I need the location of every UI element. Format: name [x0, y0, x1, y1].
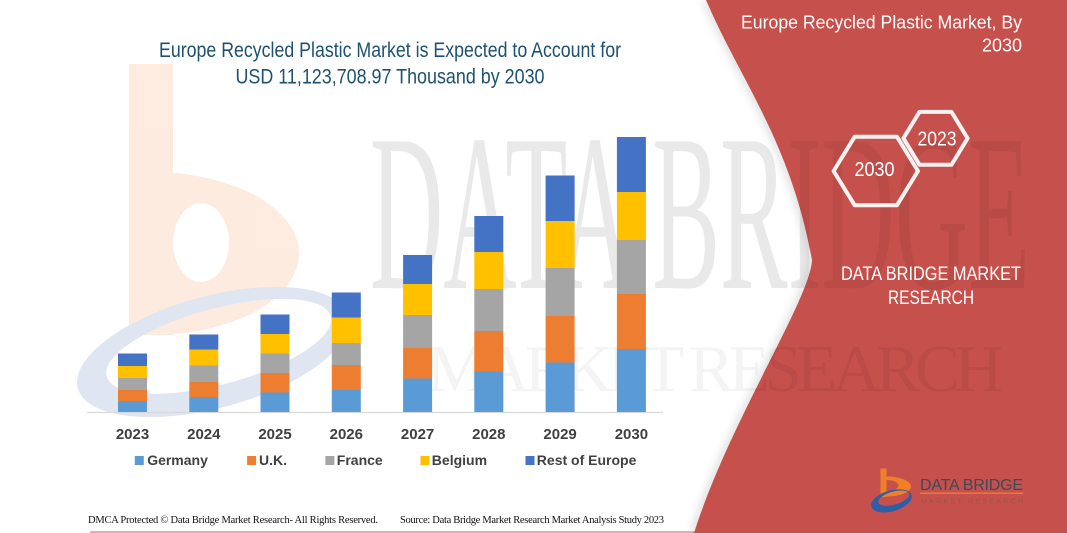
svg-text:Source: Data Bridge Market Res: Source: Data Bridge Market Research Mark… — [400, 515, 664, 526]
svg-text:DATA BRIDGE MARKET: DATA BRIDGE MARKET — [841, 264, 1021, 285]
svg-text:2024: 2024 — [187, 426, 221, 443]
svg-text:Europe Recycled Plastic Market: Europe Recycled Plastic Market is Expect… — [159, 39, 621, 62]
svg-text:2030: 2030 — [982, 36, 1022, 56]
svg-text:France: France — [337, 452, 383, 468]
svg-text:DMCA Protected © Data Bridge M: DMCA Protected © Data Bridge Market Rese… — [88, 515, 378, 526]
svg-text:2028: 2028 — [472, 426, 505, 443]
svg-text:U.K.: U.K. — [259, 452, 287, 468]
svg-text:2029: 2029 — [543, 426, 576, 443]
svg-text:2030: 2030 — [855, 159, 895, 181]
svg-text:2023: 2023 — [116, 426, 149, 443]
svg-text:2025: 2025 — [258, 426, 291, 443]
svg-text:DATA BRIDGE: DATA BRIDGE — [920, 477, 1023, 494]
svg-text:Germany: Germany — [147, 452, 208, 468]
svg-text:USD 11,123,708.97 Thousand by: USD 11,123,708.97 Thousand by 2030 — [236, 66, 545, 89]
svg-text:Europe Recycled Plastic Market: Europe Recycled Plastic Market, By — [741, 13, 1022, 33]
svg-text:MARKET RESEARCH: MARKET RESEARCH — [921, 499, 1023, 506]
svg-text:Belgium: Belgium — [432, 452, 487, 468]
svg-text:2026: 2026 — [330, 426, 363, 443]
svg-text:2023: 2023 — [918, 129, 957, 151]
svg-text:2030: 2030 — [615, 426, 648, 443]
svg-text:2027: 2027 — [401, 426, 434, 443]
svg-text:Rest of Europe: Rest of Europe — [537, 452, 637, 468]
svg-text:RESEARCH: RESEARCH — [888, 288, 974, 309]
